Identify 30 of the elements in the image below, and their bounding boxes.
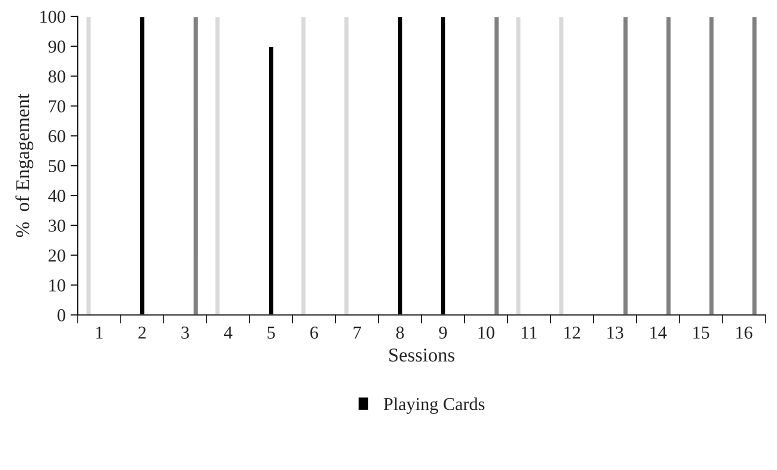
x-tick-label: 9 bbox=[439, 326, 447, 339]
y-tick-label: 50 bbox=[48, 160, 66, 172]
y-tick-label: 10 bbox=[49, 279, 66, 292]
x-tick-label: 4 bbox=[224, 326, 232, 339]
y-tick-label: 40 bbox=[48, 190, 66, 202]
y-tick-label: 60 bbox=[48, 130, 66, 142]
x-tick-label: 15 bbox=[693, 326, 710, 339]
x-tick-label: 2 bbox=[138, 326, 146, 339]
legend-label: Playing Cards bbox=[384, 397, 484, 414]
y-tick-label: 100 bbox=[40, 10, 66, 23]
y-tick-label: 70 bbox=[49, 100, 66, 112]
y-tick-label: 80 bbox=[48, 70, 66, 83]
x-tick-label: 11 bbox=[522, 326, 537, 339]
y-tick-label: 90 bbox=[48, 40, 66, 53]
x-tick-label: 8 bbox=[396, 326, 404, 339]
x-tick-label: 1 bbox=[96, 326, 103, 339]
y-tick-label: 20 bbox=[48, 249, 66, 262]
x-tick-label: 16 bbox=[736, 326, 752, 339]
y-tick-label: 0 bbox=[58, 309, 66, 322]
x-tick-label: 13 bbox=[607, 326, 624, 339]
x-axis-title: Sessions bbox=[389, 348, 454, 362]
x-tick-label: 14 bbox=[650, 326, 667, 339]
x-tick-label: 5 bbox=[268, 326, 275, 339]
y-tick-label: 30 bbox=[48, 220, 66, 232]
x-tick-label: 12 bbox=[564, 326, 580, 339]
x-tick-label: 3 bbox=[181, 326, 189, 339]
x-tick-label: 6 bbox=[310, 326, 318, 339]
y-axis-title: % of Engagement bbox=[15, 94, 34, 238]
x-tick-label: 7 bbox=[354, 326, 362, 339]
x-tick-label: 10 bbox=[478, 326, 494, 339]
